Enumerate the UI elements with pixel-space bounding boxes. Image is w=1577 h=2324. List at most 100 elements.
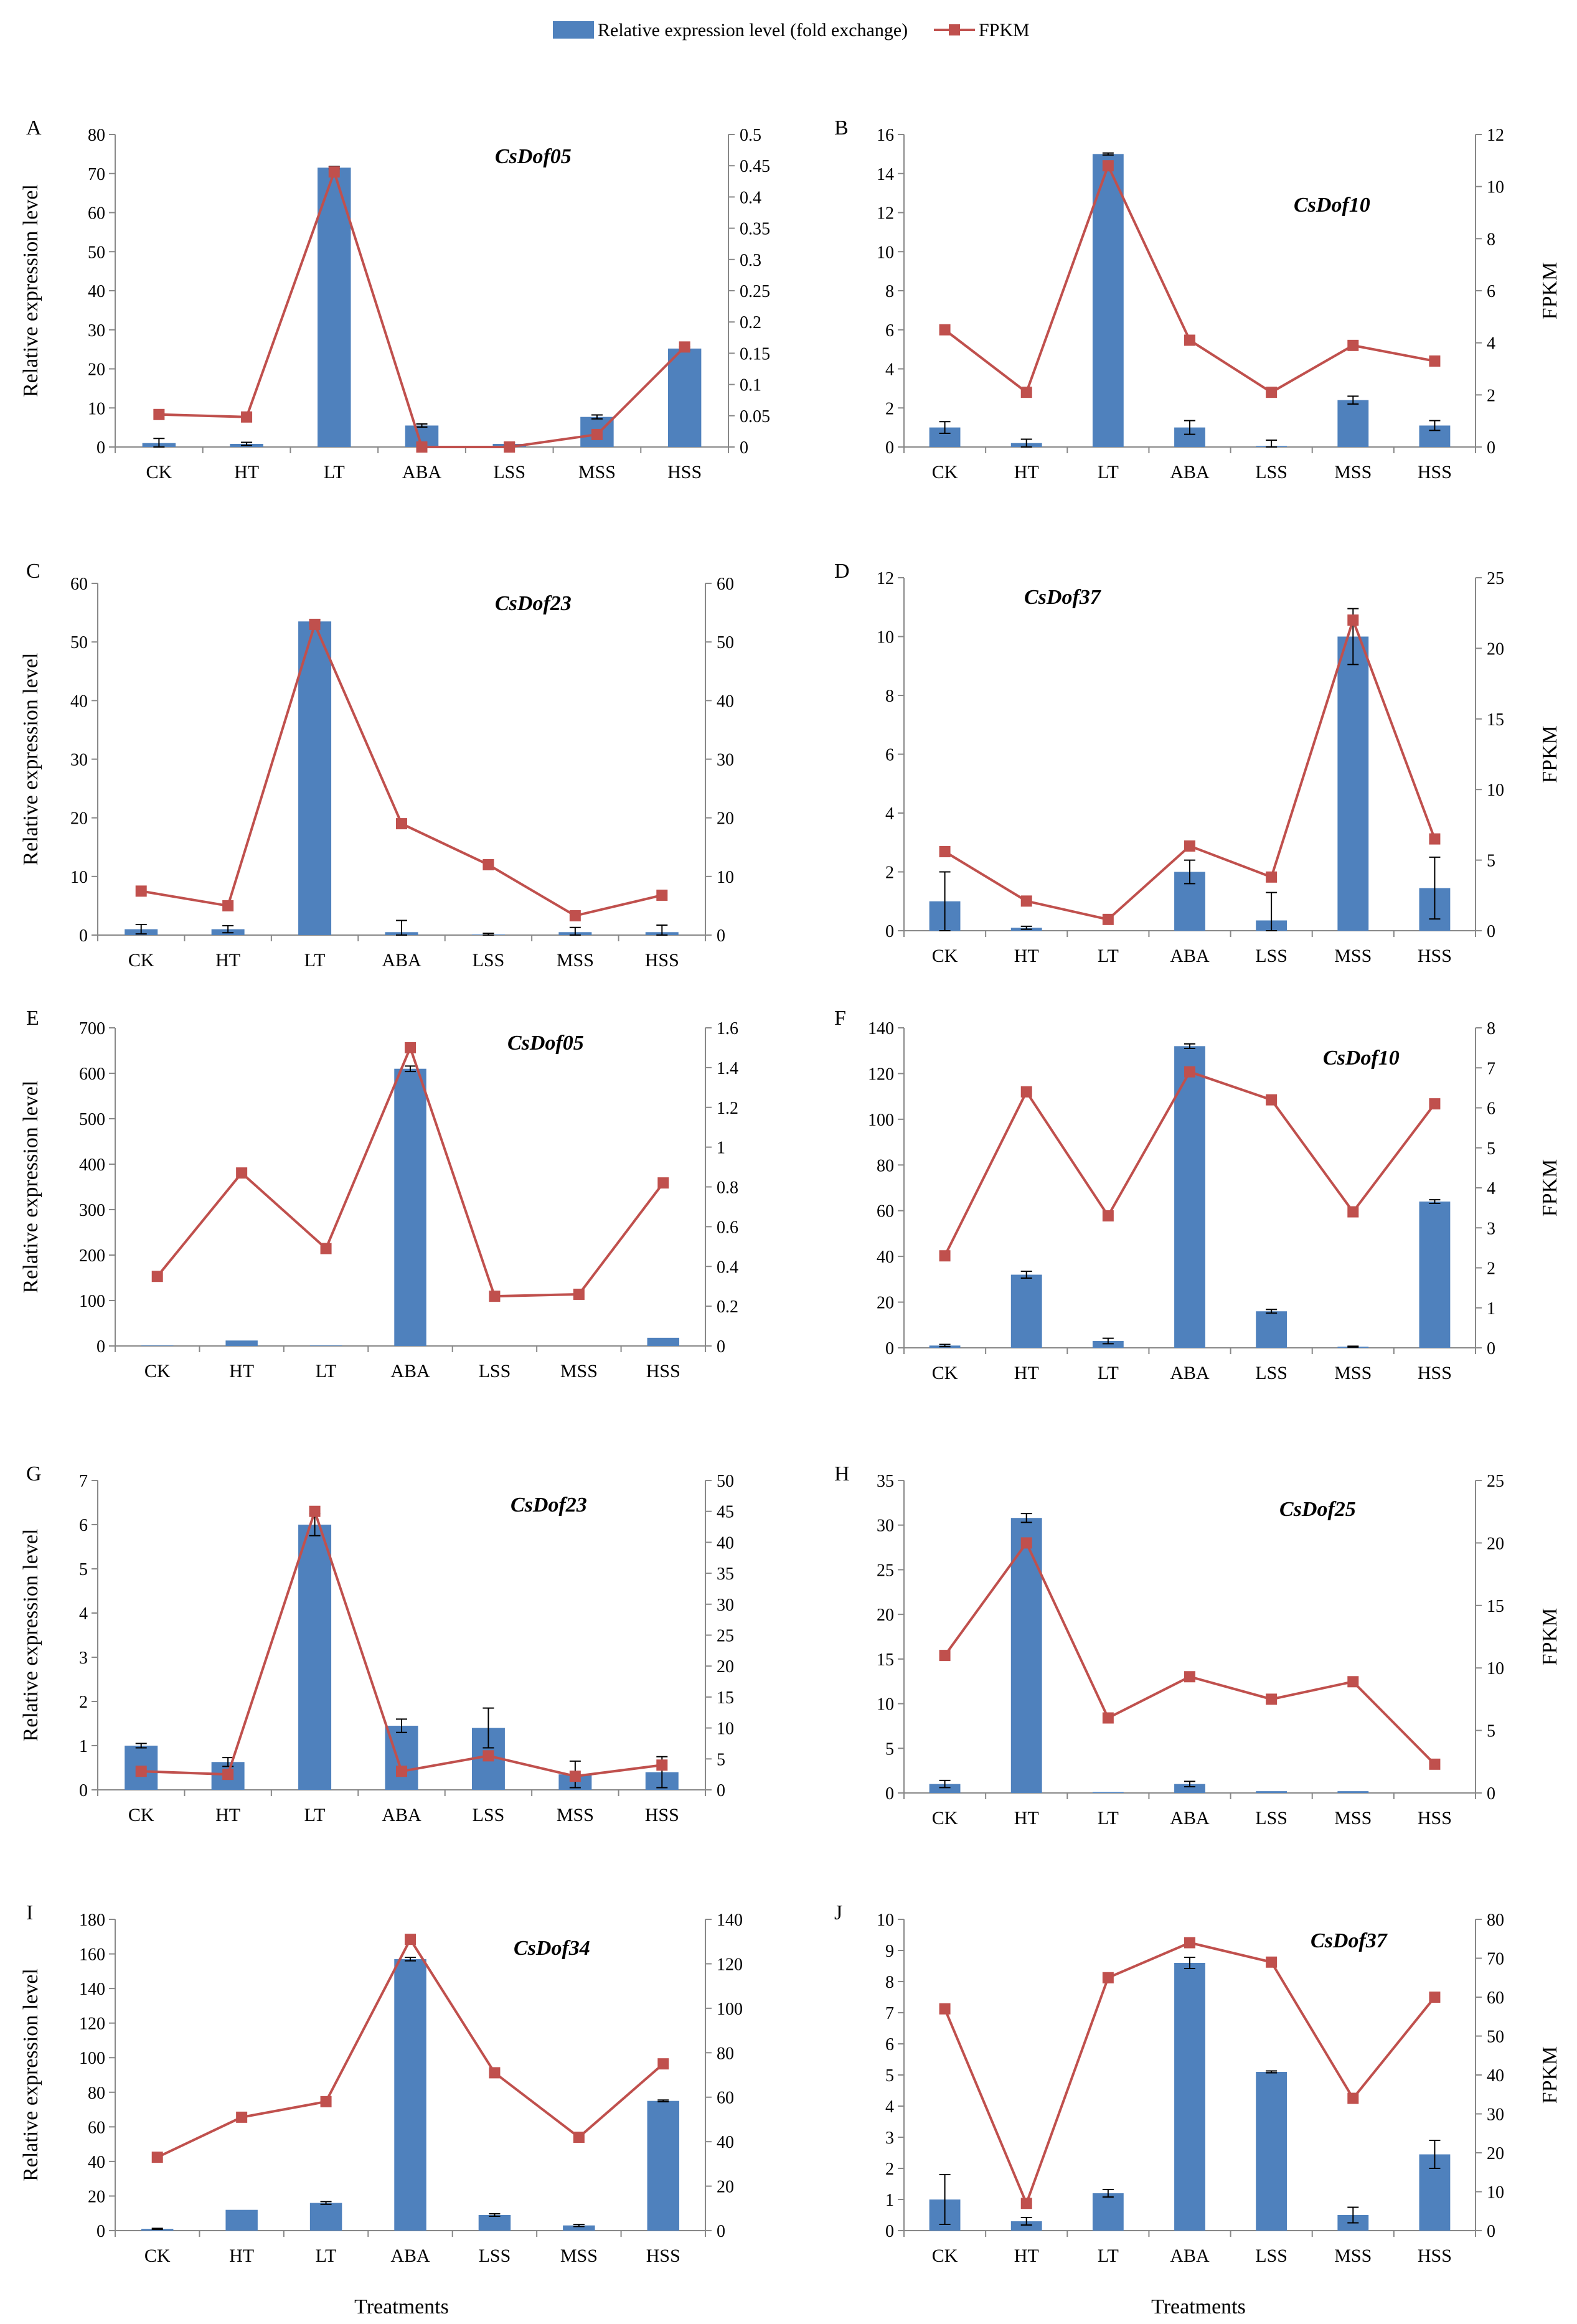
category-label: HT: [229, 2246, 254, 2266]
fpkm-marker: [1266, 1094, 1278, 1106]
left-tick-label: 35: [877, 1472, 894, 1491]
x-axis-title-right: Treatments: [1151, 2295, 1246, 2318]
bar: [394, 1068, 426, 1346]
right-tick-label: 25: [717, 1627, 734, 1646]
left-tick-label: 60: [88, 2118, 105, 2137]
fpkm-marker: [396, 818, 407, 830]
error-bar: [1102, 1337, 1114, 1345]
bar: [1092, 154, 1124, 447]
error-bar: [1184, 420, 1195, 435]
category-label: HSS: [645, 1805, 679, 1825]
right-tick-label: 80: [1487, 1911, 1504, 1930]
left-tick-label: 30: [70, 751, 88, 770]
fpkm-marker: [1429, 1098, 1441, 1110]
right-tick-label: 3: [1487, 1219, 1495, 1238]
category-label: LSS: [1255, 946, 1287, 966]
left-tick-label: 4: [79, 1604, 88, 1624]
left-tick-label: 80: [88, 126, 105, 145]
fpkm-line: [159, 167, 686, 448]
error-bar: [1102, 152, 1114, 156]
category-label: HSS: [1418, 462, 1452, 482]
right-tick-label: 50: [1487, 2028, 1504, 2047]
fpkm-marker: [1184, 1066, 1195, 1078]
category-label: HSS: [1418, 946, 1452, 966]
left-tick-label: 200: [79, 1246, 105, 1266]
category-label: ABA: [1170, 946, 1210, 966]
fpkm-marker: [1102, 1210, 1114, 1221]
category-label: CK: [932, 462, 958, 482]
fpkm-marker: [396, 1766, 407, 1777]
left-tick-label: 70: [88, 165, 105, 184]
panel-letter: I: [26, 1901, 33, 1924]
fpkm-marker: [1020, 2198, 1032, 2209]
right-tick-label: 0.35: [740, 220, 770, 239]
category-label: MSS: [1334, 2246, 1372, 2266]
left-tick-label: 7: [885, 2004, 894, 2023]
panel-i: 0 20 40 60 80 100 120 140 160 180 0 20 40 60 80 100 120 1…: [19, 1901, 743, 2266]
left-tick-label: 120: [79, 2015, 105, 2034]
category-label: HT: [1014, 946, 1039, 966]
fpkm-line: [141, 621, 662, 918]
right-tick-label: 0.8: [717, 1178, 738, 1198]
right-tick-label: 30: [717, 1596, 734, 1615]
category-label: CK: [932, 2246, 958, 2266]
right-tick-label: 0: [740, 438, 748, 458]
right-tick-label: 30: [1487, 2105, 1504, 2125]
fpkm-marker: [1347, 1676, 1359, 1688]
left-tick-label: 160: [79, 1945, 105, 1965]
gene-title: CsDof10: [1323, 1047, 1400, 1070]
error-bar: [657, 2099, 669, 2103]
bar: [1174, 1963, 1205, 2231]
category-label: HT: [1014, 1363, 1039, 1383]
fpkm-marker: [135, 885, 147, 897]
right-tick-label: 0: [717, 926, 725, 946]
right-tick-label: 60: [1487, 1988, 1504, 2008]
gene-title: CsDof10: [1294, 194, 1370, 217]
fpkm-marker: [656, 1759, 668, 1771]
right-tick-label: 0.4: [717, 1258, 738, 1277]
fpkm-marker: [236, 1167, 248, 1179]
category-label: ABA: [390, 2246, 430, 2266]
left-tick-label: 60: [70, 575, 88, 594]
error-bar: [222, 924, 234, 934]
category-label: CK: [144, 1361, 171, 1381]
left-tick-label: 40: [877, 1248, 894, 1267]
category-label: MSS: [578, 462, 616, 482]
left-tick-label: 20: [877, 1294, 894, 1313]
category-label: ABA: [382, 1805, 421, 1825]
error-bar: [1020, 925, 1032, 930]
category-label: ABA: [382, 950, 421, 971]
category-label: HT: [1014, 2246, 1039, 2266]
category-label: LT: [316, 1361, 337, 1381]
left-tick-label: 20: [88, 360, 105, 380]
category-label: LT: [304, 950, 326, 971]
panel-letter: D: [834, 560, 850, 583]
error-bar: [1102, 2189, 1114, 2198]
panel-letter: C: [26, 560, 40, 583]
left-tick-label: 0: [97, 1337, 105, 1357]
left-tick-label: 6: [885, 746, 894, 765]
right-tick-label: 10: [1487, 1659, 1504, 1678]
fpkm-marker: [1102, 1712, 1114, 1724]
category-label: LSS: [1255, 462, 1287, 482]
left-tick-label: 1: [79, 1737, 88, 1756]
category-label: ABA: [1170, 1363, 1210, 1383]
category-label: MSS: [560, 1361, 598, 1381]
left-tick-label: 7: [79, 1472, 88, 1491]
y-axis-label: Relative expression level: [19, 653, 42, 866]
right-tick-label: 8: [1487, 1019, 1495, 1038]
left-tick-label: 6: [79, 1516, 88, 1535]
right-tick-label: 0.4: [740, 188, 761, 207]
error-bar: [939, 2174, 951, 2225]
category-label: ABA: [402, 462, 442, 482]
error-bar: [939, 871, 951, 931]
error-bar: [939, 1779, 951, 1789]
panels: 0102030405060708000.050.10.150.20.250.30…: [19, 116, 1561, 2266]
right-tick-label: 1.6: [717, 1019, 738, 1038]
left-tick-label: 30: [877, 1517, 894, 1536]
bar: [1256, 2072, 1287, 2231]
error-bar: [573, 2224, 585, 2228]
right-tick-label: 30: [717, 751, 734, 770]
panel-e: 0 100 200 300 400 500 600 700 0 0.2 0.4 0.6 0.8 1 1.2 1…: [19, 1007, 738, 1381]
